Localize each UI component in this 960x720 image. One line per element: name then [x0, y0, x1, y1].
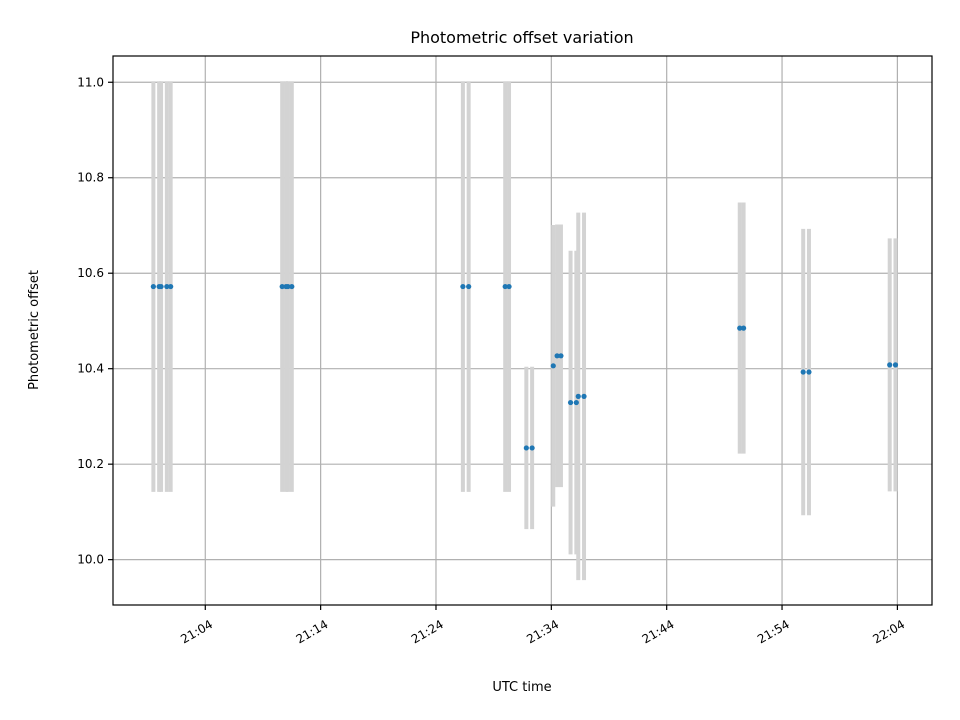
data-point [887, 362, 893, 368]
data-point [581, 393, 587, 399]
y-tick-label: 11.0 [77, 75, 104, 89]
data-points [150, 283, 899, 451]
data-point [460, 283, 466, 290]
data-point [466, 283, 472, 290]
data-point [168, 283, 174, 290]
plot-area [112, 55, 933, 606]
data-point [567, 399, 574, 406]
y-axis-label: Photometric offset [27, 270, 42, 390]
data-point [554, 353, 560, 359]
chart-title: Photometric offset variation [410, 28, 633, 47]
y-axis-ticks: 10.0 10.2 10.4 10.6 10.8 11.0 [77, 75, 113, 567]
data-point [506, 283, 512, 290]
x-axis-label: UTC time [492, 680, 551, 695]
data-point [892, 362, 899, 368]
data-point [558, 353, 564, 359]
data-point [740, 325, 747, 331]
plot-background [113, 56, 932, 605]
data-point [550, 363, 556, 369]
y-tick-label: 10.8 [77, 171, 104, 185]
data-point [806, 369, 812, 375]
data-point [150, 283, 156, 290]
data-point [529, 445, 535, 451]
y-tick-label: 10.6 [77, 266, 104, 280]
data-point [158, 283, 164, 290]
data-point [737, 325, 743, 331]
y-tick-label: 10.0 [77, 553, 104, 567]
data-point [575, 393, 581, 399]
plot-frame [112, 55, 933, 606]
data-point [285, 283, 291, 290]
data-point [502, 283, 508, 290]
data-point [279, 283, 285, 290]
data-point [800, 369, 806, 375]
data-point [289, 283, 295, 290]
data-point [573, 399, 579, 406]
y-tick-label: 10.4 [77, 362, 104, 376]
data-point [523, 445, 529, 451]
y-tick-label: 10.2 [77, 457, 104, 471]
data-point [164, 283, 170, 290]
